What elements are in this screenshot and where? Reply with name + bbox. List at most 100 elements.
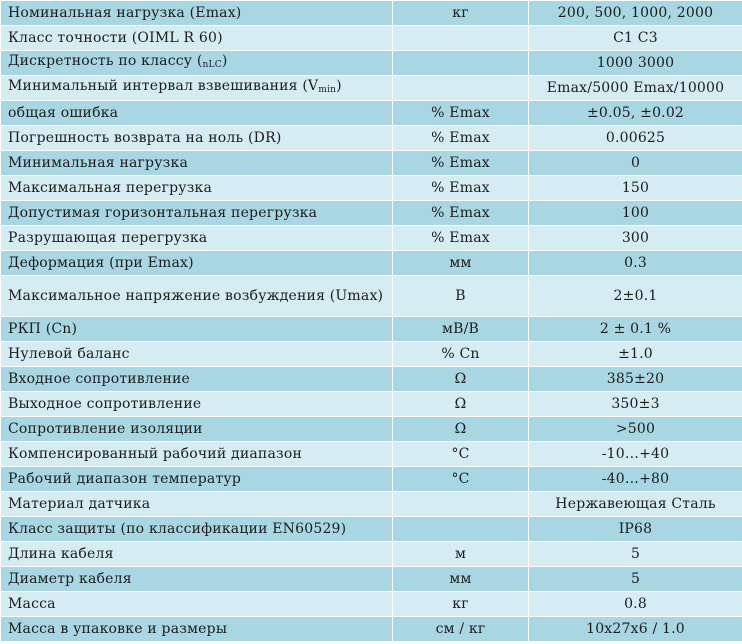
param-name: Максимальное напряжение возбуждения (Uma… (0, 275, 393, 317)
param-name: Дискретность по классу (nLC) (0, 50, 393, 76)
param-value: 300 (528, 225, 742, 251)
table-row: РКП (Cn) мВ/В 2 ± 0.1 % (0, 316, 742, 342)
param-name: Класс точности (OIML R 60) (0, 25, 393, 51)
param-name: Максимальная перегрузка (0, 175, 393, 201)
table-row: Максимальное напряжение возбуждения (Uma… (0, 275, 742, 317)
param-value: 2 ± 0.1 % (528, 316, 742, 342)
param-unit: м (392, 541, 529, 567)
param-name: Диаметр кабеля (0, 566, 393, 592)
param-value: 100 (528, 200, 742, 226)
table-row: Выходное сопротивление Ω 350±3 (0, 391, 742, 417)
param-value: -40…+80 (528, 466, 742, 492)
param-name: Нулевой баланс (0, 341, 393, 367)
param-name: Выходное сопротивление (0, 391, 393, 417)
param-unit: Ω (392, 391, 529, 417)
table-row: Входное сопротивление Ω 385±20 (0, 366, 742, 392)
param-value: -10…+40 (528, 441, 742, 467)
param-name-subscript: min (318, 84, 337, 95)
param-unit: % Emax (392, 200, 529, 226)
param-name: Минимальная нагрузка (0, 150, 393, 176)
param-unit: % Emax (392, 150, 529, 176)
table-row: Разрушающая перегрузка % Emax 300 (0, 225, 742, 251)
param-name: Масса (0, 591, 393, 617)
param-unit: мм (392, 250, 529, 276)
param-unit (392, 50, 529, 76)
param-name: Компенсированный рабочий диапазон (0, 441, 393, 467)
table-row: Компенсированный рабочий диапазон °C -10… (0, 441, 742, 467)
param-value: Нержавеющая Сталь (528, 491, 742, 517)
param-name-text: Минимальный интервал взвешивания (V (8, 77, 319, 94)
param-value: 5 (528, 566, 742, 592)
param-value: ±1.0 (528, 341, 742, 367)
table-row: Материал датчика Нержавеющая Сталь (0, 491, 742, 517)
table-row: Погрешность возврата на ноль (DR) % Emax… (0, 125, 742, 151)
param-value: 1000 3000 (528, 50, 742, 76)
table-row: Класс защиты (по классификации EN60529) … (0, 516, 742, 542)
param-name: Рабочий диапазон температур (0, 466, 393, 492)
param-value: 0.3 (528, 250, 742, 276)
table-row: Масса в упаковке и размеры см / кг 10x27… (0, 616, 742, 642)
param-value: 2±0.1 (528, 275, 742, 317)
param-value: ±0.05, ±0.02 (528, 100, 742, 126)
param-name-subscript: nLC (202, 59, 222, 70)
table-row: Минимальный интервал взвешивания (Vmin) … (0, 75, 742, 101)
param-unit: кг (392, 0, 529, 26)
param-name: общая ошибка (0, 100, 393, 126)
param-name-text: Дискретность по классу ( (8, 52, 203, 69)
table-row: Сопротивление изоляции Ω >500 (0, 416, 742, 442)
param-name-suffix: ) (221, 52, 228, 69)
param-unit: % Emax (392, 100, 529, 126)
table-row: Масса кг 0.8 (0, 591, 742, 617)
param-value: C1 C3 (528, 25, 742, 51)
param-unit: °C (392, 466, 529, 492)
param-value: 385±20 (528, 366, 742, 392)
param-name-suffix: ) (336, 77, 342, 94)
param-unit: см / кг (392, 616, 529, 642)
param-name: Входное сопротивление (0, 366, 393, 392)
param-unit (392, 491, 529, 517)
param-unit (392, 25, 529, 51)
param-unit: % Emax (392, 225, 529, 251)
table-row: Рабочий диапазон температур °C -40…+80 (0, 466, 742, 492)
param-unit: % Emax (392, 175, 529, 201)
param-unit (392, 75, 529, 101)
param-value: 350±3 (528, 391, 742, 417)
param-unit: Ω (392, 366, 529, 392)
param-value: >500 (528, 416, 742, 442)
param-value: Emax/5000 Emax/10000 (528, 75, 742, 101)
param-name: Погрешность возврата на ноль (DR) (0, 125, 393, 151)
param-unit: % Emax (392, 125, 529, 151)
param-name: Сопротивление изоляции (0, 416, 393, 442)
param-name: Длина кабеля (0, 541, 393, 567)
param-name: Номинальная нагрузка (Emax) (0, 0, 393, 26)
param-unit: В (392, 275, 529, 317)
table-row: Дискретность по классу (nLC) 1000 3000 (0, 50, 742, 76)
param-value: 200, 500, 1000, 2000 (528, 0, 742, 26)
table-row: Номинальная нагрузка (Emax) кг 200, 500,… (0, 0, 742, 26)
param-unit: °C (392, 441, 529, 467)
param-value: 0.00625 (528, 125, 742, 151)
param-value: 150 (528, 175, 742, 201)
table-row: Нулевой баланс % Cn ±1.0 (0, 341, 742, 367)
param-name: РКП (Cn) (0, 316, 393, 342)
param-unit: % Cn (392, 341, 529, 367)
table-row: Деформация (при Emax) мм 0.3 (0, 250, 742, 276)
table-row: Длина кабеля м 5 (0, 541, 742, 567)
param-value: 0.8 (528, 591, 742, 617)
param-unit: кг (392, 591, 529, 617)
table-row: Минимальная нагрузка % Emax 0 (0, 150, 742, 176)
table-row: Класс точности (OIML R 60) C1 C3 (0, 25, 742, 51)
param-name: Класс защиты (по классификации EN60529) (0, 516, 393, 542)
param-name: Масса в упаковке и размеры (0, 616, 393, 642)
param-value: 5 (528, 541, 742, 567)
table-row: общая ошибка % Emax ±0.05, ±0.02 (0, 100, 742, 126)
table-row: Допустимая горизонтальная перегрузка % E… (0, 200, 742, 226)
param-value: 10x27x6 / 1.0 (528, 616, 742, 642)
param-unit: Ω (392, 416, 529, 442)
param-name: Материал датчика (0, 491, 393, 517)
param-name: Разрушающая перегрузка (0, 225, 393, 251)
param-name: Деформация (при Emax) (0, 250, 393, 276)
table-row: Диаметр кабеля мм 5 (0, 566, 742, 592)
param-name: Допустимая горизонтальная перегрузка (0, 200, 393, 226)
